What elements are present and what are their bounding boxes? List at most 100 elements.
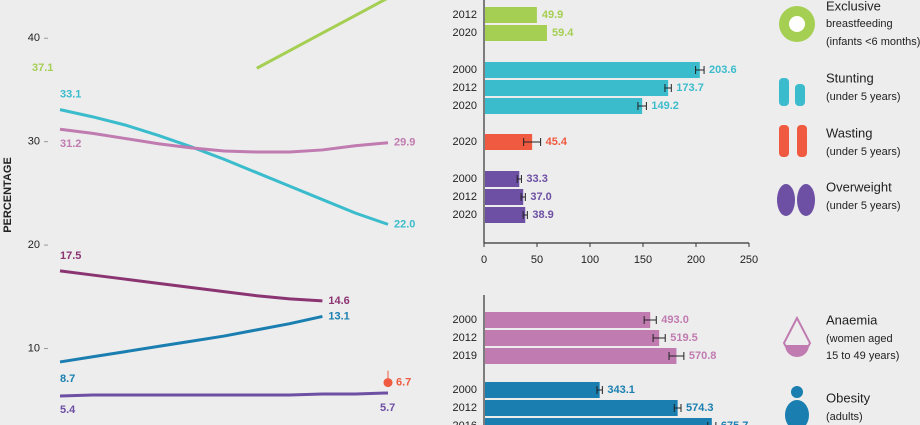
x-tick-label: 200: [687, 254, 705, 266]
group-label: 15 to 49 years): [826, 350, 899, 362]
y-tick-label: 20: [28, 239, 40, 251]
group-label: (adults): [826, 411, 863, 423]
value-label: 149.2: [651, 100, 679, 112]
value-label: 29.9: [394, 137, 415, 149]
x-tick-label: 50: [531, 254, 543, 266]
icon-obesity: [791, 386, 803, 398]
error-bar: [668, 352, 685, 360]
value-label: 22.0: [394, 218, 415, 230]
value-label: 574.3: [686, 402, 714, 414]
category-label: 2000: [453, 384, 477, 396]
group-label: (under 5 years): [826, 91, 901, 103]
error-bar: [522, 211, 528, 219]
group-label: (under 5 years): [826, 200, 901, 212]
line: [59, 314, 323, 364]
bar: [485, 98, 643, 114]
value-label: 13.1: [328, 310, 349, 322]
value-label: 8.7: [60, 373, 75, 385]
value-label: 49.9: [542, 9, 563, 21]
bar: [485, 62, 700, 78]
bar: [485, 382, 600, 398]
bar: [485, 171, 520, 187]
icon-stunting: [795, 84, 805, 106]
x-tick-label: 250: [740, 254, 758, 266]
line: [59, 391, 389, 398]
icon-anaemia: [785, 345, 809, 357]
error-bar: [664, 84, 672, 92]
category-label: 2020: [453, 136, 477, 148]
group-label: (infants <6 months): [826, 36, 920, 48]
y-axis-label: PERCENTAGE: [2, 157, 14, 233]
bar: [485, 400, 678, 416]
icon-wasting: [797, 125, 807, 157]
group-label: Exclusive: [826, 0, 881, 13]
value-label: 37.1: [32, 62, 53, 74]
bar: [485, 207, 526, 223]
error-bar: [695, 66, 705, 74]
value-label: 14.6: [328, 295, 349, 307]
point: [383, 378, 393, 388]
category-label: 2020: [453, 27, 477, 39]
x-tick-label: 100: [581, 254, 599, 266]
category-label: 2012: [453, 191, 477, 203]
y-tick-label: 40: [28, 32, 40, 44]
error-bar: [673, 404, 682, 412]
value-label: 38.9: [532, 209, 553, 221]
error-bar: [520, 193, 526, 201]
bar: [485, 134, 533, 150]
value-label: 45.4: [546, 136, 568, 148]
group-label: (under 5 years): [826, 146, 901, 158]
value-label: 33.3: [526, 173, 547, 185]
y-tick-label: 10: [28, 342, 40, 354]
icon-detail: [789, 16, 805, 32]
group-label: (women aged: [826, 333, 893, 345]
error-bar: [637, 102, 647, 110]
group-label: Overweight: [826, 179, 892, 194]
icon-obesity: [785, 400, 809, 425]
value-label: 59.4: [552, 27, 574, 39]
icons: [777, 6, 815, 425]
value-label: 203.6: [709, 64, 737, 76]
x-tick-label: 150: [634, 254, 652, 266]
value-label: 37.0: [530, 191, 551, 203]
bar: [485, 25, 547, 41]
value-label: 17.5: [60, 250, 81, 262]
icon-overweight: [777, 184, 795, 216]
bar: [485, 189, 524, 205]
category-label: 2019: [453, 350, 477, 362]
category-label: 2012: [453, 402, 477, 414]
x-tick-label: 0: [481, 254, 487, 266]
bar: [485, 348, 677, 364]
line: [256, 0, 388, 70]
plot: [59, 0, 393, 398]
category-label: 2012: [453, 332, 477, 344]
error-bar: [596, 386, 603, 394]
category-label: 2012: [453, 82, 477, 94]
category-label: 2016: [453, 420, 477, 425]
value-label: 493.0: [661, 314, 689, 326]
bar: [485, 312, 651, 328]
bar: [485, 330, 660, 346]
line: [59, 108, 389, 226]
line: [59, 127, 389, 154]
value-label: 6.7: [396, 377, 411, 389]
category-label: 2012: [453, 9, 477, 21]
value-label: 343.1: [607, 384, 635, 396]
group-label: Wasting: [826, 125, 872, 140]
value-label: 675.7: [721, 420, 749, 425]
value-label: 173.7: [676, 82, 704, 94]
value-label: 519.5: [670, 332, 698, 344]
error-bar: [707, 422, 717, 425]
bar: [485, 418, 712, 425]
value-label: 31.2: [60, 138, 81, 150]
category-label: 2000: [453, 314, 477, 326]
group-label: breastfeeding: [826, 18, 893, 30]
value-label: 33.1: [60, 89, 81, 101]
group-label: Anaemia: [826, 312, 878, 327]
category-label: 2020: [453, 100, 477, 112]
group-label: Stunting: [826, 70, 874, 85]
bar: [485, 7, 537, 23]
category-label: 2000: [453, 64, 477, 76]
line: [59, 269, 323, 303]
